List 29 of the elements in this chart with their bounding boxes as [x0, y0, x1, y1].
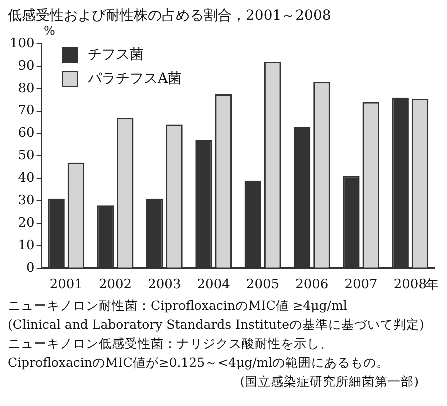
- y-axis-title: %: [44, 24, 56, 38]
- legend-label: チフス菌: [88, 46, 144, 64]
- y-tick-label: 40: [18, 171, 35, 186]
- y-tick-label: 100: [10, 36, 35, 52]
- y-tick-label: 50: [18, 148, 35, 164]
- chart-title: 低感受性および耐性株の占める割合，2001～2008: [8, 8, 332, 24]
- x-tick-label: 2001: [50, 278, 83, 293]
- x-tick-label: 2004: [197, 278, 230, 293]
- y-tick-label: 30: [18, 193, 35, 208]
- text: ニューキノロン耐性菌：CiprofloxacinのMIC値 ≥4μg/ml: [8, 297, 348, 315]
- text: ニューキノロン低感受性菌：ナリジクス酸耐性を示し、: [8, 335, 334, 353]
- y-tick-label: 10: [18, 238, 35, 254]
- x-tick-label: 2003: [148, 278, 182, 293]
- x-axis-title: 年: [426, 277, 439, 294]
- text: (Clinical and Laboratory Standards Instituteの基準に基づいて判定): [8, 316, 426, 334]
- legend-label: パラチフスA菌: [88, 70, 182, 88]
- x-tick-label: 2006: [296, 278, 329, 293]
- text: CiprofloxacinのMIC値が≥0.125～<4μg/mlの範囲にあるもの。: [8, 354, 391, 372]
- x-tick-label: 2005: [246, 278, 280, 293]
- y-tick-label: 80: [18, 81, 35, 96]
- x-tick-label: 2002: [98, 278, 132, 293]
- x-tick-label: 2007: [344, 278, 378, 293]
- y-tick-label: 20: [18, 216, 35, 231]
- y-tick-label: 60: [18, 126, 35, 142]
- y-tick-label: 0: [26, 260, 35, 276]
- text: (国立感染症研究所細菌第一部): [239, 373, 420, 391]
- x-tick-label: 2008: [394, 278, 427, 293]
- y-tick-label: 90: [18, 58, 35, 74]
- y-tick-label: 70: [18, 104, 35, 119]
